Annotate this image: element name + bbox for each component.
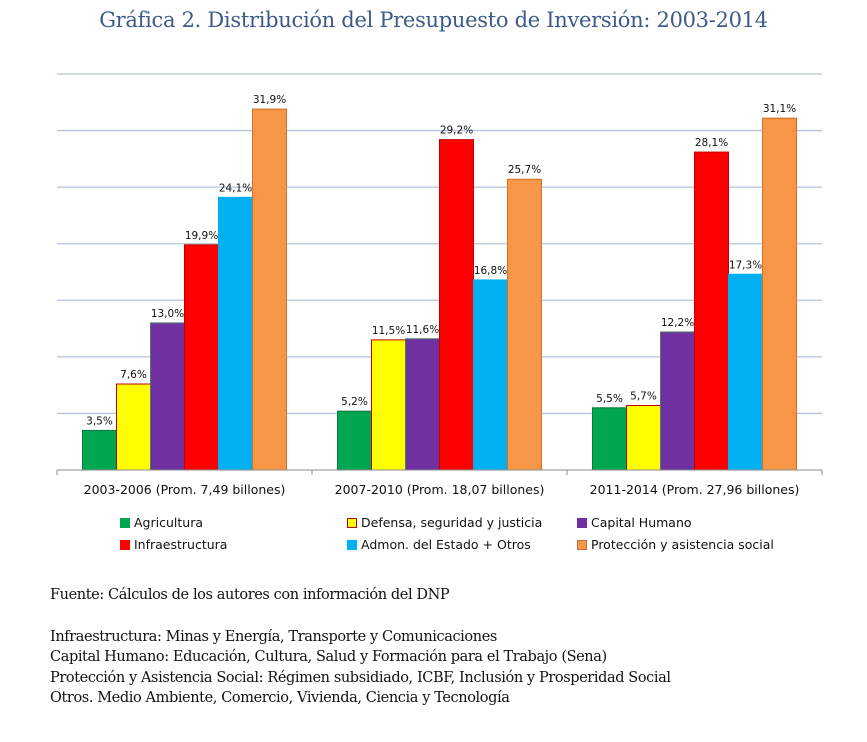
bar <box>150 322 185 471</box>
legend-swatch <box>347 517 357 528</box>
source-note: Fuente: Cálculos de los autores con info… <box>50 587 450 603</box>
bar <box>473 279 508 471</box>
bar <box>405 338 440 471</box>
definition-proteccion: Protección y Asistencia Social: Régimen … <box>50 669 671 686</box>
legend-item-infraestructura: Infraestructura <box>120 537 227 552</box>
legend-swatch <box>577 539 587 550</box>
legend-item-defensa: Defensa, seguridad y justicia <box>347 515 542 530</box>
bar <box>728 273 763 471</box>
data-label: 13,0% <box>151 308 184 320</box>
data-label: 31,1% <box>763 103 796 115</box>
bars <box>82 108 797 471</box>
legend-label: Admon. del Estado + Otros <box>361 537 531 552</box>
bar <box>82 429 117 471</box>
legend-label: Defensa, seguridad y justicia <box>361 515 543 530</box>
data-label: 28,1% <box>695 137 728 149</box>
bar <box>252 108 287 471</box>
legend-label: Infraestructura <box>134 537 228 552</box>
legend-swatch <box>120 517 130 528</box>
data-label: 29,2% <box>440 125 473 137</box>
legend-swatch <box>577 517 587 528</box>
chart-title: Gráfica 2. Distribución del Presupuesto … <box>99 8 768 32</box>
bar <box>762 117 797 471</box>
x-tick-label: 2007-2010 (Prom. 18,07 billones) <box>335 482 545 497</box>
legend-label: Agricultura <box>134 515 203 530</box>
bar <box>507 178 542 471</box>
data-label: 11,5% <box>372 325 405 337</box>
legend-swatch <box>347 539 357 550</box>
data-label: 17,3% <box>729 259 762 271</box>
data-label: 11,6% <box>406 324 439 336</box>
bar <box>218 196 253 471</box>
data-labels: 3,5% 7,6% 13,0% 19,9% 24,1% 31,9% 5,2% 11,5% 11,… <box>86 94 796 427</box>
bar <box>439 139 474 471</box>
data-label: 7,6% <box>120 369 147 381</box>
data-label: 5,5% <box>596 393 623 405</box>
data-label: 19,9% <box>185 230 218 242</box>
legend-item-admon-estado: Admon. del Estado + Otros <box>347 537 531 552</box>
data-label: 5,2% <box>341 396 368 408</box>
definition-infraestructura: Infraestructura: Minas y Energía, Transp… <box>50 628 497 645</box>
bar <box>184 244 219 471</box>
definition-capital-humano: Capital Humano: Educación, Cultura, Salu… <box>50 649 607 665</box>
chart-notes: Fuente: Cálculos de los autores con info… <box>50 585 671 709</box>
legend-item-proteccion: Protección y asistencia social <box>577 537 774 552</box>
bar <box>694 151 729 471</box>
data-label: 16,8% <box>474 265 507 277</box>
bar-chart: 3,5% 7,6% 13,0% 19,9% 24,1% 31,9% 5,2% 11,5% 11,… <box>56 73 823 497</box>
definition-otros: Otros. Medio Ambiente, Comercio, Viviend… <box>50 690 510 706</box>
legend-swatch <box>120 539 130 550</box>
data-label: 3,5% <box>86 415 113 427</box>
bar <box>116 383 151 471</box>
x-tick-label: 2011-2014 (Prom. 27,96 billones) <box>590 482 800 497</box>
data-label: 12,2% <box>661 317 694 329</box>
x-axis: 2003-2006 (Prom. 7,49 billones) 2007-2010… <box>56 469 823 497</box>
data-label: 24,1% <box>219 182 252 194</box>
x-tick-label: 2003-2006 (Prom. 7,49 billones) <box>84 482 286 497</box>
legend-label: Protección y asistencia social <box>591 537 774 552</box>
data-label: 31,9% <box>253 94 286 106</box>
legend-item-agricultura: Agricultura <box>120 515 203 530</box>
legend-item-capital-humano: Capital Humano <box>577 515 692 530</box>
legend-label: Capital Humano <box>591 515 692 530</box>
bar <box>371 339 406 471</box>
bar <box>337 410 372 471</box>
bar <box>626 405 661 471</box>
data-label: 25,7% <box>508 164 541 176</box>
bar <box>592 407 627 471</box>
bar <box>660 331 695 471</box>
data-label: 5,7% <box>630 391 657 403</box>
